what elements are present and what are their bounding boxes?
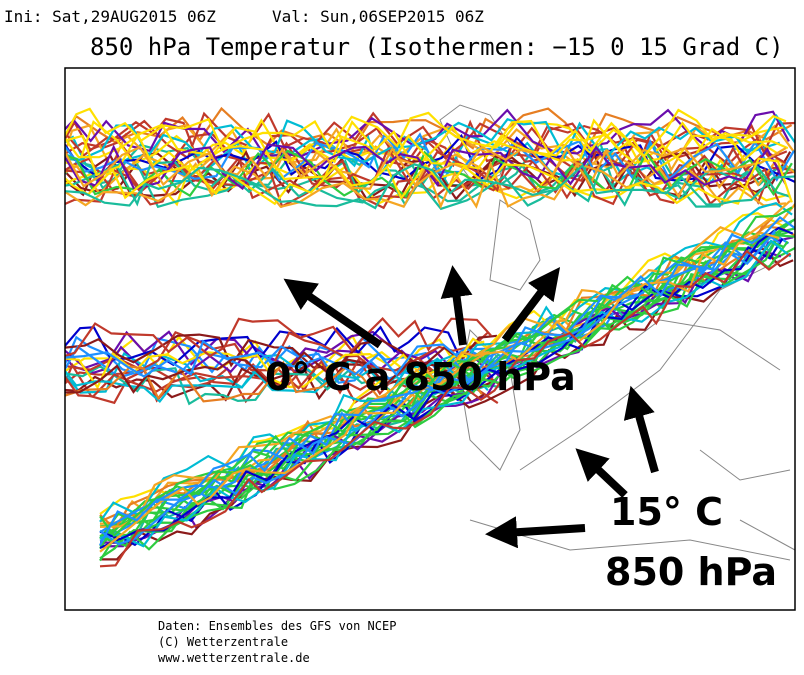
- isotherm: [65, 157, 793, 206]
- arrow: [575, 448, 628, 498]
- valid-time: Val: Sun,06SEP2015 06Z: [272, 7, 484, 26]
- arrow: [501, 267, 561, 343]
- isotherm: [65, 351, 494, 394]
- footer-line: (C) Wetterzentrale: [158, 635, 288, 649]
- annotation-fifteen: 850 hPa: [605, 550, 777, 594]
- init-time: Ini: Sat,29AUG2015 06Z: [4, 7, 216, 26]
- isotherm: [65, 317, 492, 358]
- map-area: [65, 104, 795, 568]
- arrow: [485, 516, 586, 549]
- arrow: [440, 265, 473, 346]
- map-title: 850 hPa Temperatur (Isothermen: −15 0 15…: [90, 33, 784, 61]
- isotherm: [65, 107, 787, 159]
- isotherm: [65, 113, 795, 163]
- footer-line: www.wetterzentrale.de: [158, 651, 310, 665]
- isotherm: [99, 215, 795, 546]
- isotherm: [65, 145, 787, 190]
- footer-line: Daten: Ensembles des GFS von NCEP: [158, 619, 396, 633]
- isotherm: [65, 118, 785, 169]
- isotherm: [65, 163, 795, 210]
- annotation-fifteen: 15° C: [610, 490, 723, 534]
- isotherm: [65, 108, 790, 158]
- isotherm: [65, 339, 498, 378]
- isotherm: [99, 240, 785, 560]
- arrow: [623, 385, 659, 474]
- isotherm: [65, 160, 791, 211]
- isotherm: [99, 249, 792, 568]
- annotation-zero: 0° C a 850 hPa: [265, 355, 576, 399]
- arrow: [283, 278, 383, 349]
- map-frame: [64, 67, 796, 611]
- isotherm: [99, 206, 793, 538]
- isotherm: [65, 333, 498, 370]
- isotherm: [65, 143, 787, 191]
